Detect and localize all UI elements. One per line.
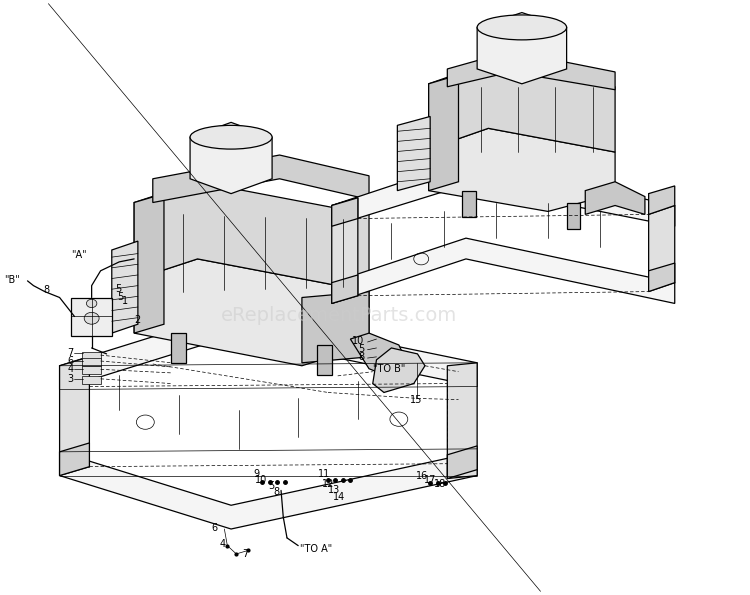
Text: 18: 18 [433, 479, 445, 489]
Polygon shape [429, 63, 615, 152]
Text: eReplacementParts.com: eReplacementParts.com [221, 306, 458, 325]
Polygon shape [316, 345, 332, 375]
Polygon shape [585, 181, 645, 214]
Polygon shape [649, 186, 675, 214]
FancyBboxPatch shape [82, 367, 100, 374]
Text: 5: 5 [117, 293, 123, 302]
Text: "A": "A" [71, 250, 87, 260]
Ellipse shape [477, 15, 566, 40]
Polygon shape [153, 155, 369, 202]
Polygon shape [332, 161, 675, 226]
Text: 8: 8 [44, 285, 50, 295]
Polygon shape [462, 190, 476, 217]
Polygon shape [59, 357, 89, 475]
Text: 12: 12 [322, 480, 334, 490]
Polygon shape [172, 333, 186, 363]
Polygon shape [566, 202, 580, 229]
Polygon shape [398, 117, 430, 190]
Text: 6: 6 [68, 356, 74, 366]
Text: "B": "B" [4, 275, 20, 284]
Polygon shape [477, 12, 566, 84]
Polygon shape [649, 263, 675, 292]
FancyBboxPatch shape [82, 358, 100, 366]
Text: 3: 3 [68, 374, 74, 384]
Text: "TO B": "TO B" [373, 364, 405, 374]
Polygon shape [447, 51, 615, 90]
Text: 2: 2 [134, 315, 140, 325]
Polygon shape [112, 241, 138, 333]
Text: 14: 14 [333, 492, 345, 502]
Polygon shape [649, 205, 675, 292]
Text: 4: 4 [220, 540, 226, 549]
Text: 7: 7 [68, 348, 74, 358]
Polygon shape [373, 348, 425, 393]
Polygon shape [190, 123, 272, 193]
Text: 15: 15 [410, 394, 422, 405]
Text: 5: 5 [116, 284, 122, 293]
Polygon shape [447, 363, 477, 478]
Polygon shape [332, 198, 358, 226]
Ellipse shape [190, 126, 272, 149]
Polygon shape [59, 443, 89, 475]
Text: "TO A": "TO A" [301, 544, 333, 553]
Polygon shape [134, 193, 164, 333]
Polygon shape [134, 181, 369, 292]
Text: 10: 10 [254, 475, 267, 485]
Text: 13: 13 [328, 486, 340, 496]
Text: 9: 9 [254, 469, 260, 480]
FancyBboxPatch shape [70, 298, 112, 336]
Text: 17: 17 [424, 475, 436, 485]
Text: 11: 11 [318, 469, 330, 480]
Polygon shape [134, 259, 369, 366]
Polygon shape [59, 312, 477, 390]
Polygon shape [429, 129, 615, 211]
Polygon shape [429, 75, 458, 190]
Text: 10: 10 [352, 336, 364, 346]
Polygon shape [59, 452, 477, 529]
Circle shape [84, 312, 99, 324]
Circle shape [86, 299, 97, 308]
FancyBboxPatch shape [82, 352, 100, 359]
Text: 8: 8 [358, 352, 364, 362]
FancyBboxPatch shape [82, 376, 100, 384]
Text: 5: 5 [358, 344, 364, 354]
Polygon shape [350, 333, 410, 378]
Polygon shape [332, 238, 675, 303]
Text: 6: 6 [211, 523, 217, 533]
Polygon shape [332, 275, 358, 303]
Polygon shape [302, 292, 369, 363]
Text: 8: 8 [274, 487, 280, 497]
Text: 7: 7 [242, 549, 248, 559]
Polygon shape [332, 198, 358, 303]
Text: 16: 16 [416, 471, 429, 481]
Text: 5: 5 [268, 481, 274, 491]
Polygon shape [447, 446, 477, 478]
Text: 4: 4 [68, 364, 74, 374]
Text: 1: 1 [122, 296, 128, 306]
